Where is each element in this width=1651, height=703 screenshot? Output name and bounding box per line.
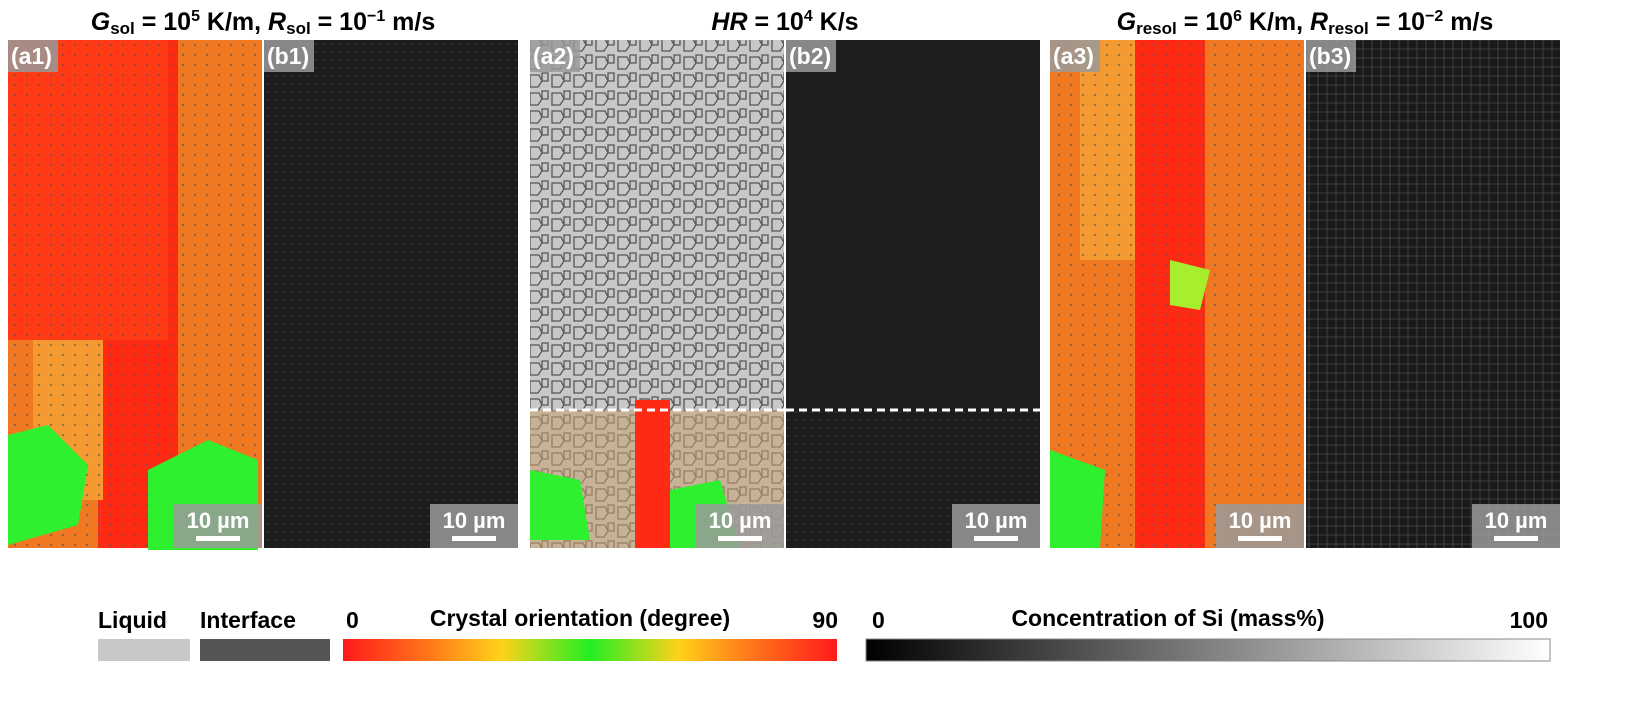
scale-label: 10 µm [1229,508,1292,533]
title-part: m/s [1443,8,1493,36]
interface-swatch [200,639,330,661]
orientation-max: 90 [812,607,838,633]
title-part: = 10 [748,8,804,36]
label-box [786,40,836,72]
scale-label: 10 µm [709,508,772,533]
title-part: = 10 [311,8,367,36]
panel-label: (a3) [1053,43,1094,69]
title-part: −1 [367,8,385,25]
orientation-min: 0 [346,607,359,633]
liquid-swatch [98,639,190,661]
panels: Gsol = 105 K/m, Rsol = 10−1 m/s(a1)10 µm… [8,8,1560,550]
title-part: R [1310,8,1328,36]
label-box [8,40,58,72]
scale-label: 10 µm [443,508,506,533]
concentration-min: 0 [872,607,885,633]
scale-bar [1238,536,1282,541]
title-part: G [91,8,110,36]
panel-title: Gresol = 106 K/m, Rresol = 10−2 m/s [1117,8,1494,38]
label-box [1306,40,1356,72]
label-box [1050,40,1100,72]
panel-title: HR = 104 K/s [711,8,858,36]
title-part: −2 [1425,8,1443,25]
title-part: sol [286,19,311,38]
grain [635,400,670,548]
grain [530,470,740,548]
title-part: = 10 [1177,8,1233,36]
scale-label: 10 µm [187,508,250,533]
orientation-colorbar [343,639,837,661]
title-part: 5 [191,8,200,25]
panel-label: (b2) [789,43,831,69]
concentration-colorbar [865,638,1551,662]
legend: Liquid Interface 0 Crystal orientation (… [98,605,1551,662]
scale-bar [974,536,1018,541]
grain [1306,40,1560,548]
panel-title: Gsol = 105 K/m, Rsol = 10−1 m/s [91,8,436,38]
panel: (b2) 10 µm [786,40,1040,548]
label-box [264,40,314,72]
scale-bar [452,536,496,541]
title-part: resol [1328,19,1369,38]
title-part: resol [1136,19,1177,38]
title-part: R [268,8,286,36]
title-part: K/m, [1242,8,1310,36]
panel-label: (b1) [267,43,309,69]
scale-bar [1494,536,1538,541]
title-part: HR [711,8,747,36]
legend-interface: Interface [200,607,296,633]
title-part: m/s [385,8,435,36]
concentration-title: Concentration of Si (mass%) [1011,605,1324,631]
panel-label: (a2) [533,43,574,69]
label-box [530,40,580,72]
panel: (a3) 10 µm [1050,40,1304,548]
panel: (a2) 10 µm [530,40,784,548]
grain [1170,260,1210,310]
panel-label: (b3) [1309,43,1351,69]
title-part: K/m, [200,8,268,36]
panel: (b1) 10 µm [264,40,518,548]
title-part: sol [110,19,135,38]
title-part: 4 [804,8,813,25]
title-part: 6 [1233,8,1242,25]
title-part: K/s [813,8,859,36]
title-part: = 10 [1369,8,1425,36]
scale-bar [718,536,762,541]
scale-label: 10 µm [1485,508,1548,533]
title-part: = 10 [135,8,191,36]
concentration-max: 100 [1510,607,1548,633]
grain [264,40,518,548]
panel-label: (a1) [11,43,52,69]
panel: (b3) 10 µm [1306,40,1560,548]
orientation-title: Crystal orientation (degree) [430,605,730,631]
scale-label: 10 µm [965,508,1028,533]
grain [1050,450,1105,548]
legend-liquid: Liquid [98,607,167,633]
panel: (a1) 10 µm [8,40,262,550]
scale-bar [196,536,240,541]
title-part: G [1117,8,1136,36]
